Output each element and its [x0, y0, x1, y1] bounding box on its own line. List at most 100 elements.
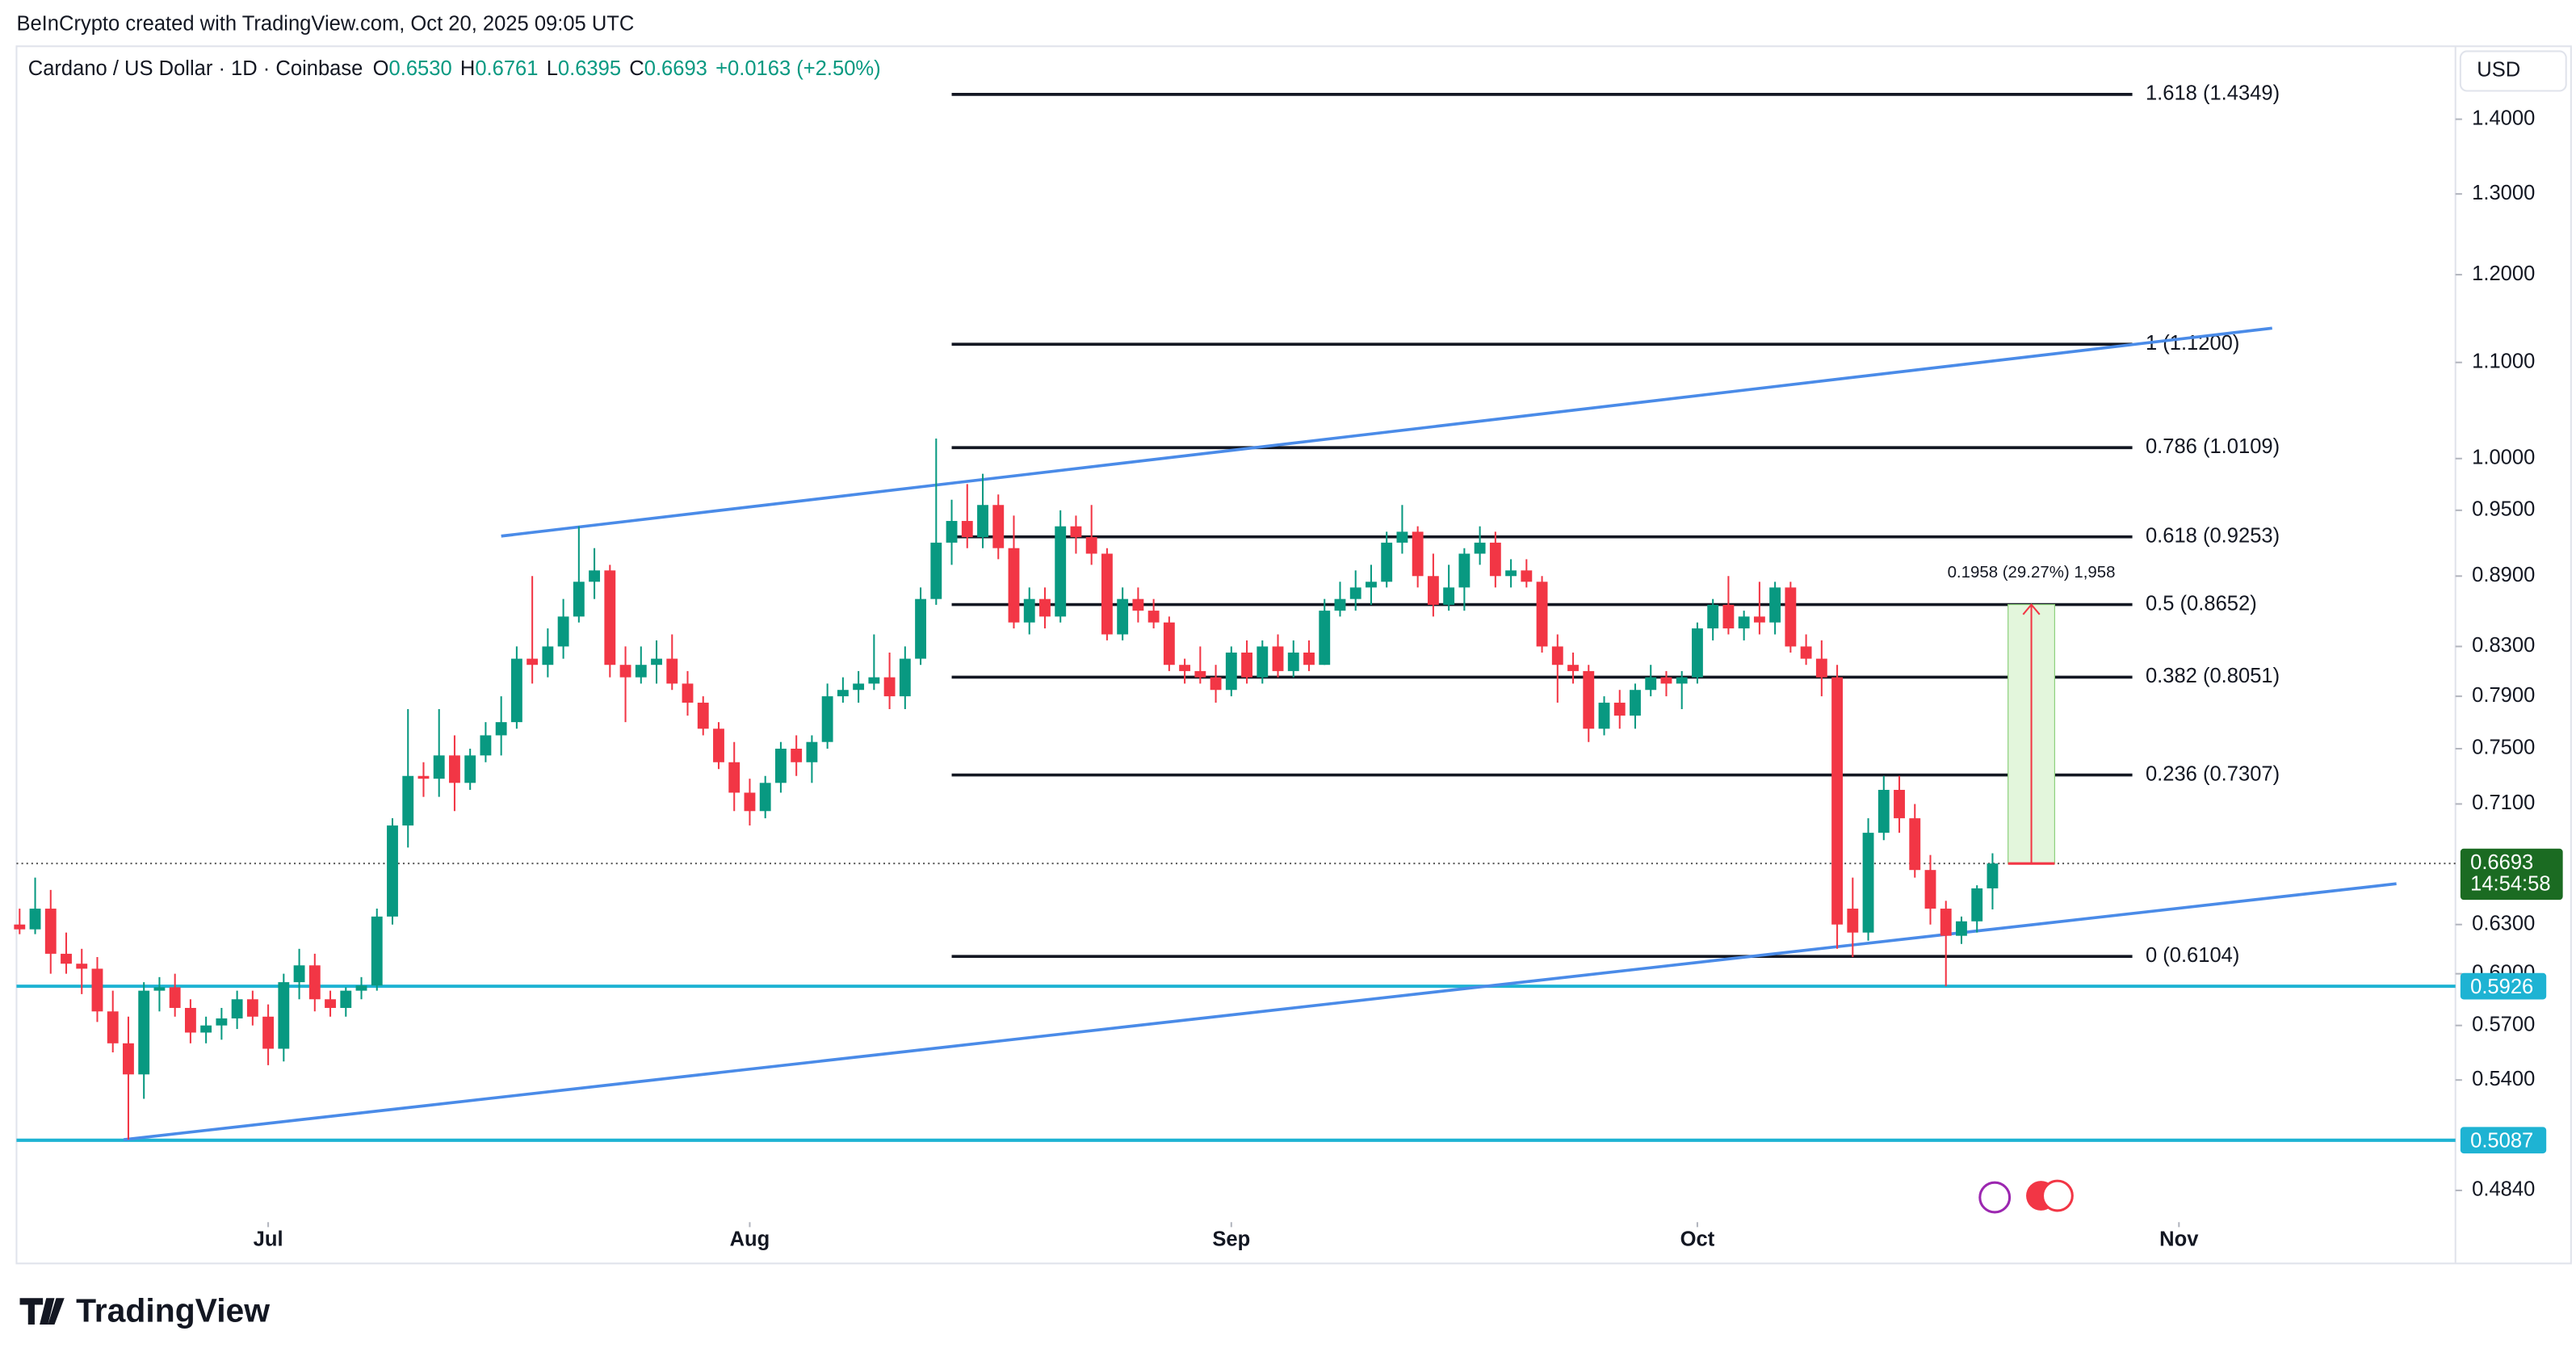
measure-label: 0.1958 (29.27%) 1,958	[1948, 563, 2116, 582]
candle-body	[868, 677, 880, 684]
candle-body	[651, 658, 662, 666]
last-price-label: 0.6693	[2470, 851, 2533, 874]
candle-body	[682, 683, 694, 703]
candle-body	[1692, 628, 1703, 678]
candle-body	[1163, 622, 1175, 666]
candle-body	[464, 755, 476, 783]
candle-body	[1505, 570, 1517, 577]
candle-body	[1660, 677, 1672, 684]
y-tick-label: 1.2000	[2472, 262, 2535, 285]
candle-body	[899, 658, 911, 697]
candle-body	[1412, 531, 1424, 577]
y-tick-label: 0.7500	[2472, 737, 2535, 759]
y-tick-label: 0.8300	[2472, 634, 2535, 657]
candle-body	[697, 703, 709, 729]
candle-body	[915, 598, 926, 659]
candle-body	[1085, 537, 1097, 554]
candle-body	[977, 505, 988, 538]
y-tick-label: 0.8900	[2472, 564, 2535, 586]
credit: BeInCrypto created with TradingView.com,…	[16, 12, 634, 35]
candle-body	[1101, 553, 1113, 635]
fib-label: 0 (0.6104)	[2146, 944, 2239, 967]
candle-body	[1349, 587, 1361, 599]
candle-body	[961, 521, 973, 538]
currency[interactable]: USD	[2477, 59, 2520, 82]
candle-body	[666, 658, 678, 684]
fib-label: 1.618 (1.4349)	[2146, 82, 2280, 105]
candle-body	[1039, 598, 1051, 617]
candle-body	[1909, 818, 1921, 871]
candle-body	[495, 722, 507, 736]
candle-body	[1738, 616, 1750, 629]
candle-body	[1008, 548, 1020, 623]
candle-body	[402, 775, 414, 826]
candle-body	[44, 909, 57, 954]
candle-body	[387, 825, 398, 917]
candle-body	[1598, 703, 1610, 729]
candle-body	[308, 965, 321, 1000]
candle-body	[29, 909, 41, 930]
candle-body	[293, 965, 305, 983]
candle-body	[557, 616, 569, 647]
candle-body	[1055, 526, 1067, 617]
candle-body	[340, 990, 352, 1008]
price-label-box	[2460, 972, 2547, 1000]
candle-body	[449, 755, 460, 783]
y-tick-label: 0.4840	[2472, 1178, 2535, 1201]
candle-body	[153, 987, 166, 991]
candle-body	[542, 646, 554, 666]
candle-body	[1862, 833, 1874, 933]
brand: TradingView	[76, 1292, 270, 1329]
candle-body	[1179, 665, 1191, 671]
candle-body	[635, 665, 647, 678]
symbol-header: Cardano / US Dollar · 1D · Coinbase O0.65…	[28, 57, 881, 80]
candle-body	[1722, 604, 1735, 629]
price-label: 0.5087	[2470, 1130, 2533, 1153]
candle-body	[759, 783, 771, 812]
measure-arrowhead	[2022, 603, 2041, 615]
candle-body	[510, 658, 522, 723]
candle-body	[806, 741, 818, 762]
event-icons	[1978, 1179, 2074, 1214]
candle-body	[930, 542, 942, 599]
candle-body	[1707, 604, 1719, 629]
candle-body	[604, 570, 616, 666]
candle-body	[883, 677, 896, 697]
y-tick-label: 0.5700	[2472, 1013, 2535, 1035]
candle-body	[1630, 690, 1641, 716]
ohlc-key: L	[547, 57, 558, 80]
candle-body	[1613, 703, 1626, 716]
y-tick-label: 1.0000	[2472, 447, 2535, 469]
candle-body	[1194, 670, 1206, 678]
candle-body	[713, 728, 724, 762]
candle-body	[1521, 570, 1533, 582]
candle-body	[1753, 616, 1765, 623]
fib-label: 0.382 (0.8051)	[2146, 665, 2280, 687]
candle-body	[744, 792, 756, 812]
candle-body	[573, 582, 585, 617]
candle-body	[417, 775, 430, 779]
y-tick-label: 0.5400	[2472, 1068, 2535, 1090]
candle-body	[1070, 526, 1082, 538]
ohlc-value: 0.6693	[644, 57, 707, 80]
candle-body	[1272, 646, 1284, 671]
candle-body	[1117, 598, 1129, 635]
candle-body	[1645, 677, 1657, 691]
candle-body	[619, 665, 631, 678]
candle-body	[1381, 542, 1393, 582]
candle-body	[123, 1043, 134, 1075]
candle-body	[371, 916, 383, 986]
candle-body	[138, 990, 150, 1075]
candle-body	[837, 690, 849, 697]
candle-body	[169, 987, 181, 1008]
candle-body	[278, 982, 290, 1049]
candle-body	[1303, 652, 1315, 666]
ohlc-key: H	[460, 57, 475, 80]
candle-body	[1940, 909, 1952, 936]
y-tick-label: 1.1000	[2472, 350, 2535, 372]
candle-body	[107, 1011, 119, 1043]
currency-button[interactable]	[2459, 50, 2567, 92]
candle-body	[1583, 670, 1595, 729]
candle-body	[1924, 870, 1936, 909]
